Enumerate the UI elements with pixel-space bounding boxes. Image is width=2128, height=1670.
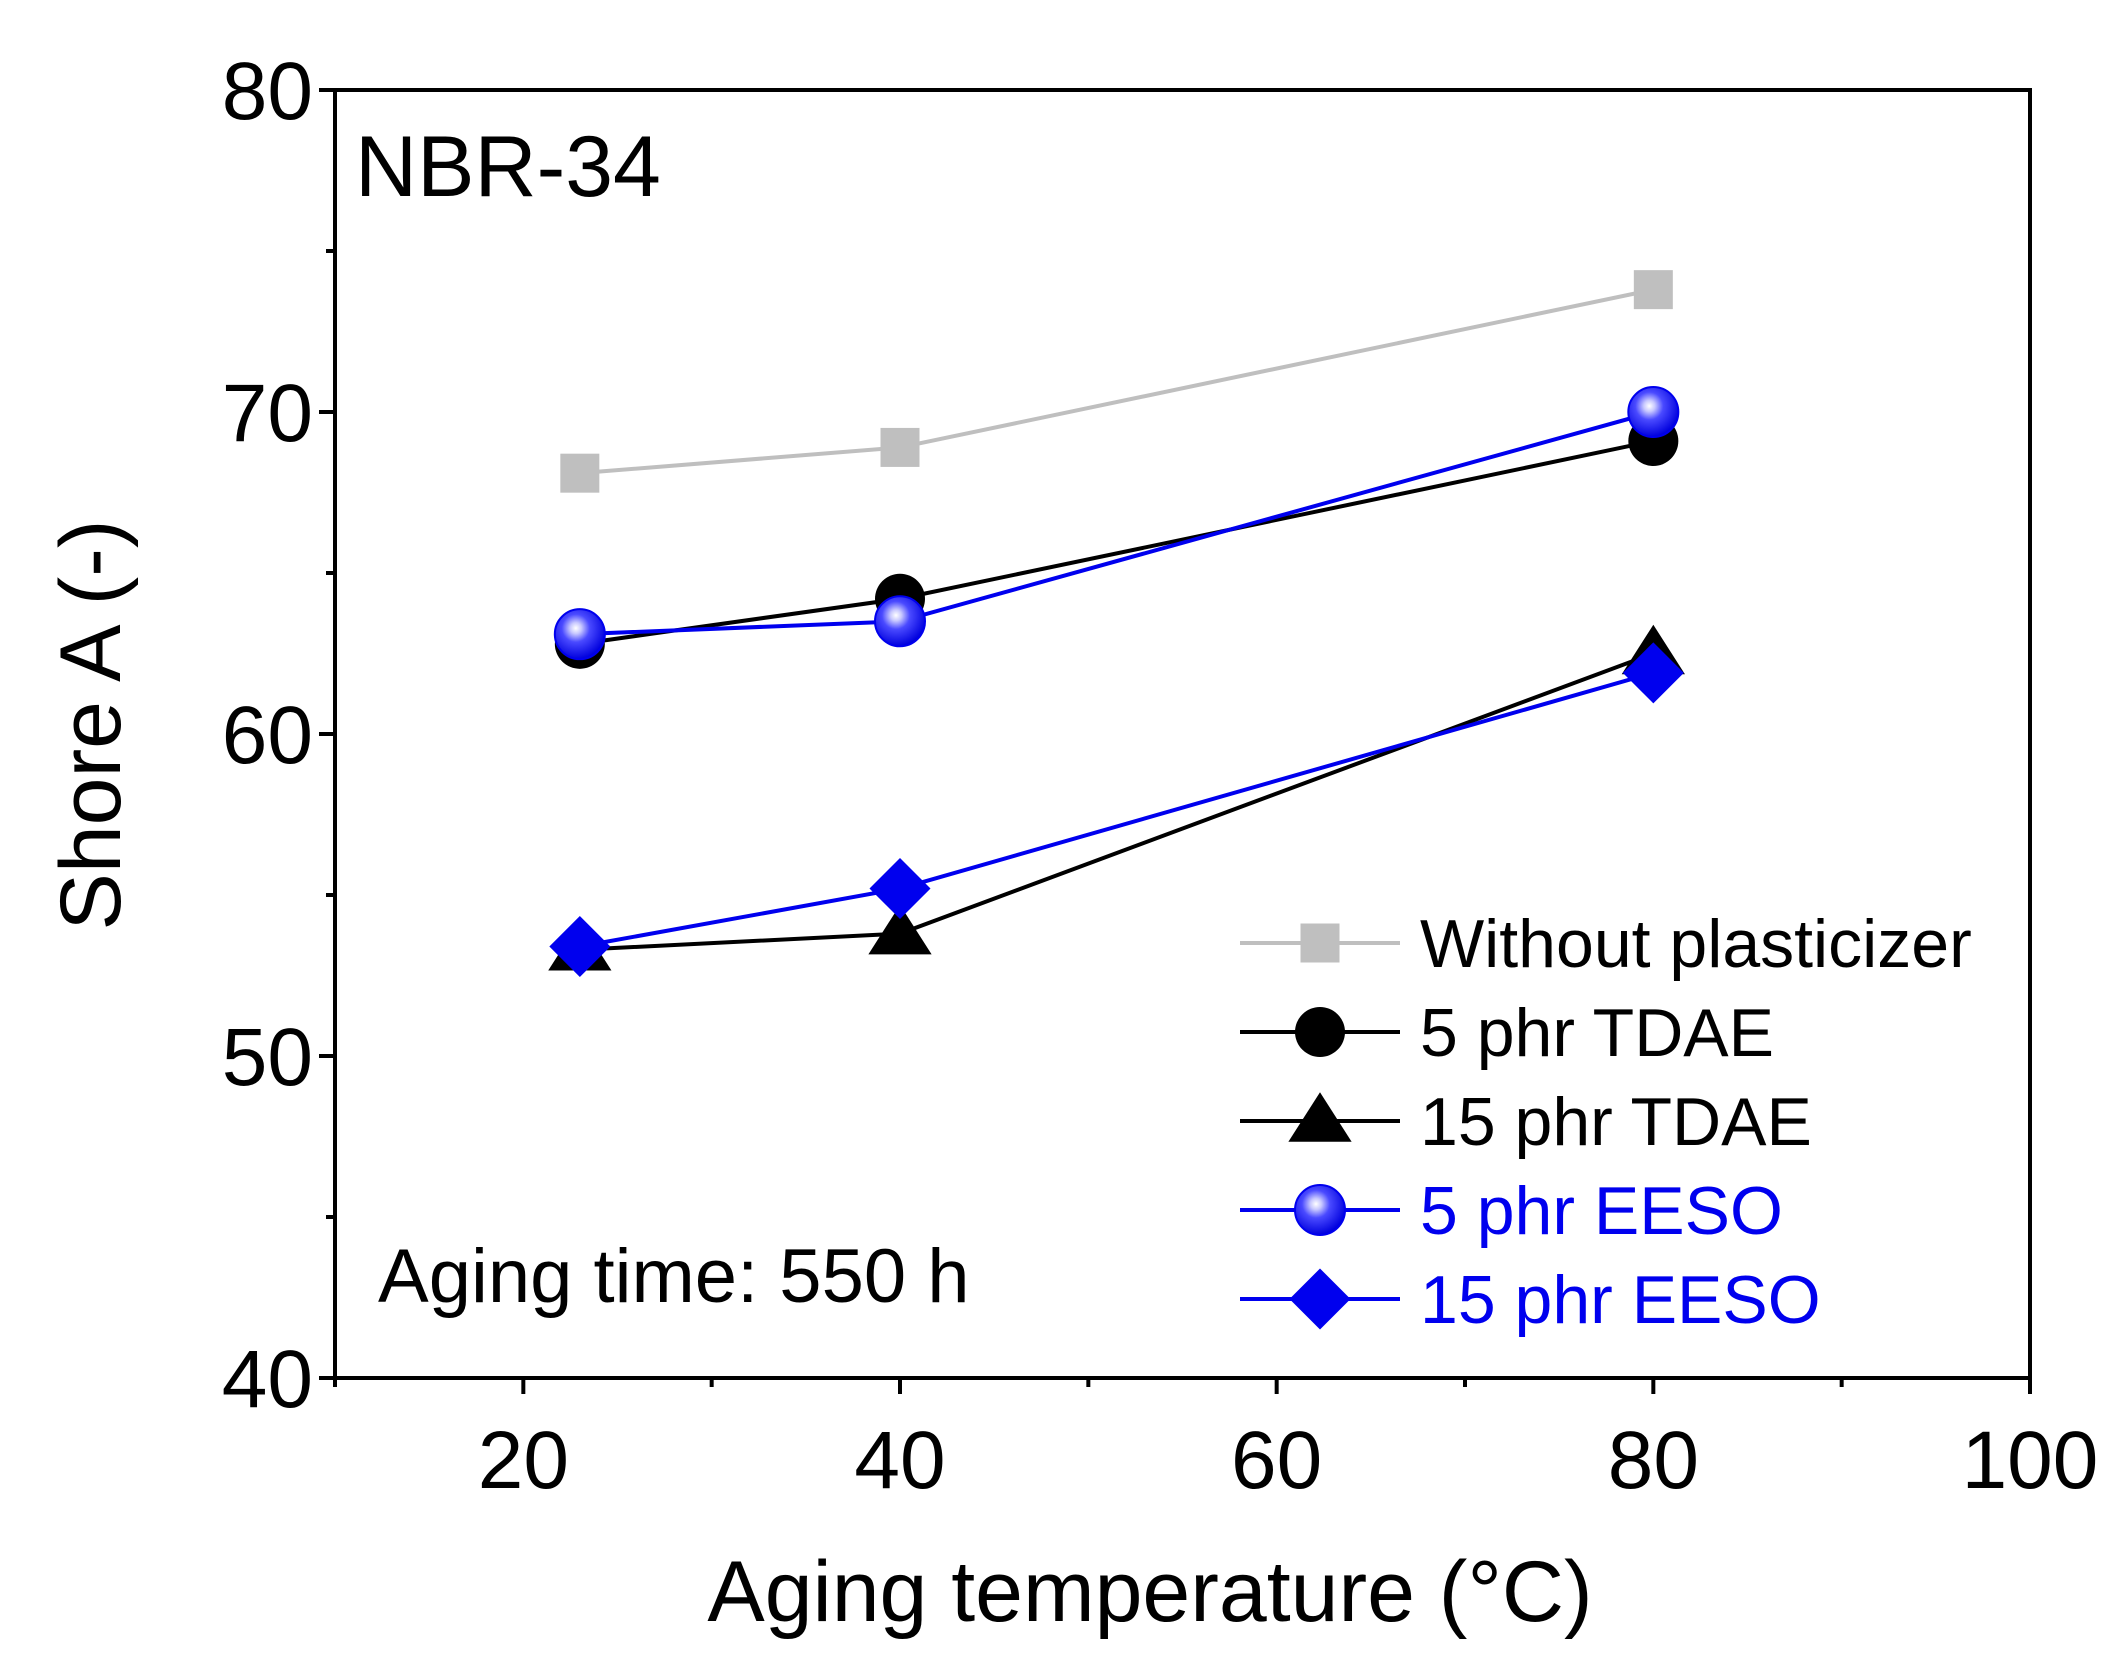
series-without-plasticizer xyxy=(560,270,1673,493)
legend-marker-15-phr-eeso xyxy=(1289,1268,1351,1330)
data-point-without-plasticizer-2 xyxy=(1633,270,1673,310)
legend-item-without-plasticizer: Without plasticizer xyxy=(1240,906,1972,982)
legend-marker-5-phr-eeso xyxy=(1294,1184,1346,1236)
axes: 40 50 60 70 80 20 40 60 80 100 xyxy=(222,46,2099,1506)
legend-item-15-phr-tdae: 15 phr TDAE xyxy=(1240,1084,1812,1160)
x-tick-label-80: 80 xyxy=(1608,1415,1699,1506)
series-15-phr-eeso xyxy=(549,642,1684,978)
legend-item-5-phr-eeso: 5 phr EESO xyxy=(1240,1173,1783,1249)
data-point-15-phr-tdae-1 xyxy=(868,904,932,955)
data-point-15-phr-eeso-2 xyxy=(1622,642,1684,704)
legend-marker-5-phr-tdae xyxy=(1295,1007,1345,1057)
series-5-phr-eeso xyxy=(553,386,1680,661)
series-layer xyxy=(548,270,1685,978)
legend-label-15-phr-tdae: 15 phr TDAE xyxy=(1420,1084,1812,1160)
data-point-5-phr-eeso-0 xyxy=(553,608,606,661)
data-point-15-phr-eeso-1 xyxy=(869,858,931,920)
legend: Without plasticizer 5 phr TDAE 15 phr TDAE… xyxy=(1240,906,1972,1338)
y-tick-label-60: 60 xyxy=(222,690,313,781)
legend-marker-without-plasticizer xyxy=(1300,923,1340,963)
data-point-5-phr-eeso-1 xyxy=(874,595,926,648)
data-point-15-phr-eeso-0 xyxy=(549,916,611,978)
aging-time-label: Aging time: 550 h xyxy=(378,1234,970,1319)
data-point-5-phr-eeso-2 xyxy=(1627,386,1680,438)
legend-label-without-plasticizer: Without plasticizer xyxy=(1420,906,1972,982)
legend-label-15-phr-eeso: 15 phr EESO xyxy=(1420,1262,1821,1338)
x-tick-label-20: 20 xyxy=(478,1415,569,1506)
x-axis-title: Aging temperature (°C) xyxy=(707,1544,1592,1640)
x-tick-label-100: 100 xyxy=(1962,1415,2099,1506)
legend-marker-15-phr-tdae xyxy=(1288,1092,1352,1142)
sample-label: NBR-34 xyxy=(355,119,661,215)
legend-item-5-phr-tdae: 5 phr TDAE xyxy=(1240,995,1774,1071)
y-tick-label-50: 50 xyxy=(222,1012,313,1103)
y-tick-label-70: 70 xyxy=(222,368,313,459)
y-tick-label-40: 40 xyxy=(222,1334,313,1425)
data-point-without-plasticizer-1 xyxy=(880,427,920,467)
data-point-without-plasticizer-0 xyxy=(560,453,600,493)
legend-label-5-phr-tdae: 5 phr TDAE xyxy=(1420,995,1774,1071)
legend-label-5-phr-eeso: 5 phr EESO xyxy=(1420,1173,1783,1249)
x-tick-label-60: 60 xyxy=(1231,1415,1322,1506)
x-tick-label-40: 40 xyxy=(854,1415,945,1506)
y-axis-title: Shore A (-) xyxy=(43,519,139,930)
legend-item-15-phr-eeso: 15 phr EESO xyxy=(1240,1262,1821,1338)
y-tick-label-80: 80 xyxy=(222,46,313,137)
